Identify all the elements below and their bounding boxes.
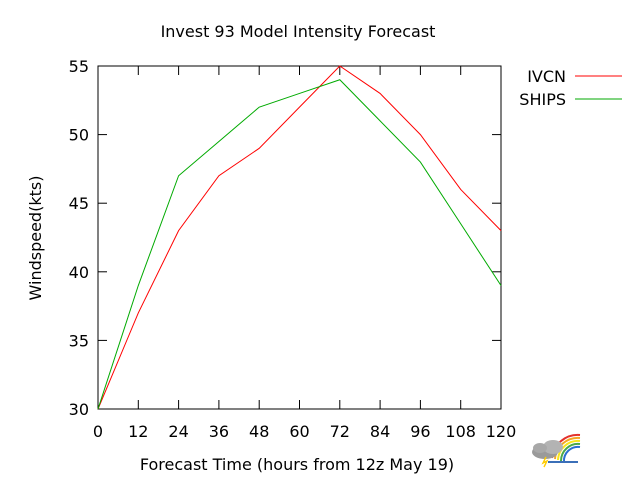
- x-tick-label: 60: [289, 422, 309, 441]
- x-tick-label: 24: [168, 422, 188, 441]
- legend: IVCN SHIPS: [519, 67, 622, 109]
- y-tick-label: 30: [69, 400, 89, 419]
- legend-label-ivcn: IVCN: [527, 67, 566, 86]
- x-tick-label: 72: [330, 422, 350, 441]
- y-axis-label: Windspeed(kts): [26, 176, 45, 301]
- weather-cloud-rainbow-logo: [532, 433, 581, 468]
- y-axis-ticks: 30 35 40 45 50 55: [69, 57, 501, 419]
- y-tick-label: 55: [69, 57, 89, 76]
- chart-title: Invest 93 Model Intensity Forecast: [161, 22, 436, 41]
- x-axis-ticks: 0 12 24 36 48 60 72 84 96 108 120: [93, 66, 516, 441]
- x-tick-label: 96: [410, 422, 430, 441]
- x-axis-label: Forecast Time (hours from 12z May 19): [140, 455, 454, 474]
- y-tick-label: 50: [69, 126, 89, 145]
- plot-area-border: [97, 65, 502, 410]
- x-tick-label: 120: [486, 422, 517, 441]
- y-tick-label: 40: [69, 263, 89, 282]
- x-tick-label: 108: [445, 422, 476, 441]
- x-tick-label: 12: [128, 422, 148, 441]
- y-tick-label: 45: [69, 194, 89, 213]
- x-tick-label: 0: [93, 422, 103, 441]
- series-line-ships: [97, 79, 502, 410]
- y-tick-label: 35: [69, 331, 89, 350]
- series-line-ivcn: [97, 65, 502, 410]
- x-tick-label: 48: [249, 422, 269, 441]
- x-tick-label: 36: [209, 422, 229, 441]
- series-lines: [97, 65, 502, 410]
- x-tick-label: 84: [370, 422, 390, 441]
- legend-label-ships: SHIPS: [519, 90, 566, 109]
